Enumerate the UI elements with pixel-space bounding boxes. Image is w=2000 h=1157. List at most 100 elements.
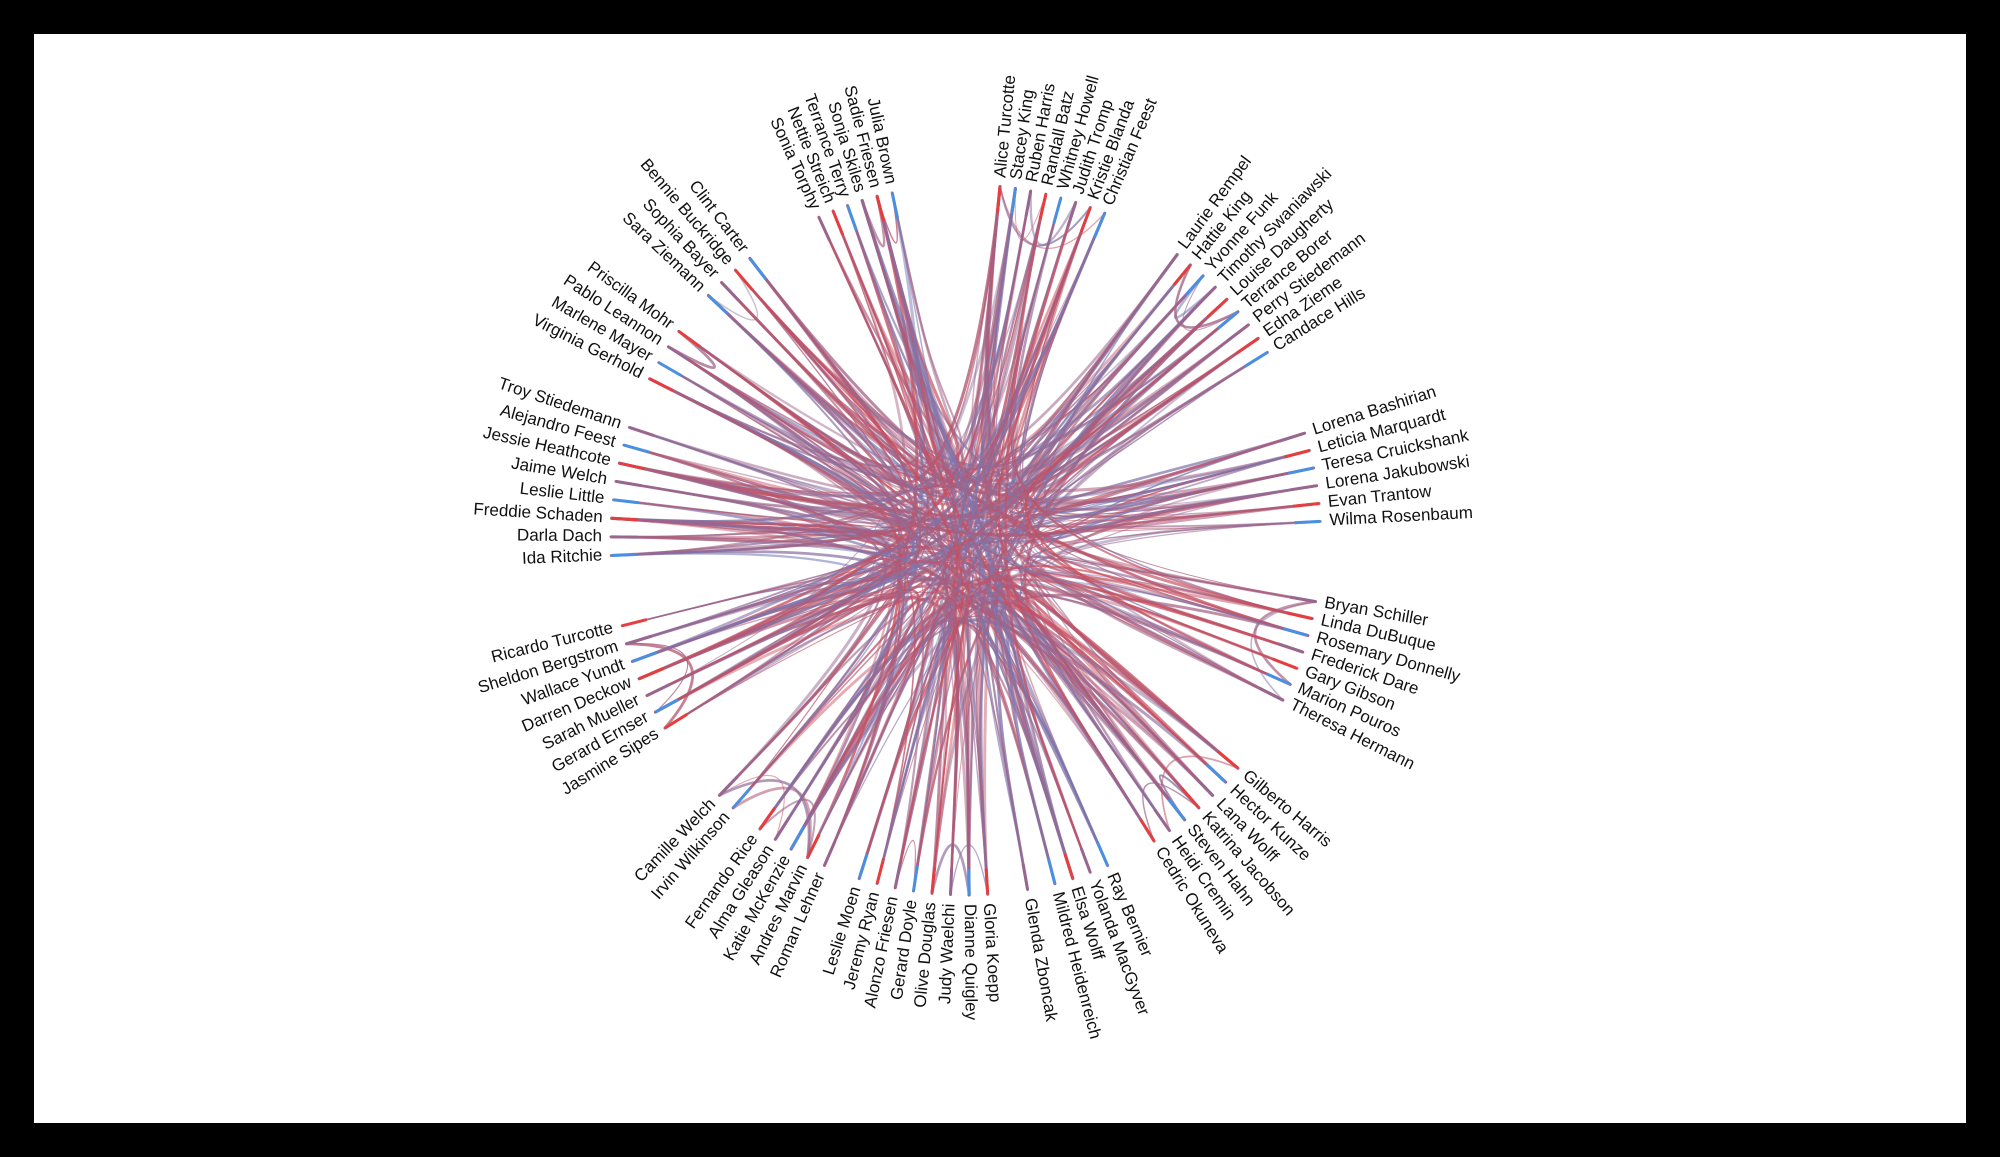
edge-randall-batz-to-wilma-rosenbaum bbox=[1010, 193, 1322, 533]
node-tick-gary-gibson bbox=[1272, 657, 1298, 670]
node-tick-heidi-cremin bbox=[1153, 808, 1171, 832]
node-tick-fernando-rice bbox=[758, 806, 777, 830]
edge-katie-mckenzie-to-priscilla-mohr bbox=[677, 330, 901, 851]
edge-whitney-howell-to-candace-hills bbox=[1011, 196, 1269, 491]
node-tick-jeremy-ryan bbox=[875, 858, 886, 885]
edge-jeremy-ryan-to-darren-deckow bbox=[638, 558, 916, 885]
node-tick-lana-wolff bbox=[1193, 775, 1214, 797]
edge-cedric-okuneva-to-kristie-blanda bbox=[997, 206, 1156, 843]
edge-sheldon-bergstrom-to-jasmine-sipes bbox=[625, 642, 694, 730]
edge-rosemary-donnelly-to-olive-douglas bbox=[930, 564, 1309, 895]
node-tick-wilma-rosenbaum bbox=[1294, 519, 1321, 525]
node-tick-alejandro-feest bbox=[623, 443, 650, 454]
node-tick-sara-ziemann bbox=[707, 294, 729, 315]
node-tick-alice-turcotte bbox=[996, 186, 1002, 213]
edge-priscilla-mohr-to-pablo-leannon bbox=[666, 329, 716, 370]
edge-wallace-yundt-to-lana-wolff bbox=[631, 591, 1214, 797]
node-tick-whitney-howell bbox=[1052, 197, 1063, 224]
node-tick-yolanda-macgyver bbox=[1079, 847, 1092, 874]
node-tick-yvonne-funk bbox=[1184, 274, 1205, 297]
edge-gilberto-harris-to-heidi-cremin bbox=[1160, 755, 1239, 832]
node-tick-andres-marvin bbox=[806, 833, 821, 859]
edge-bennie-buckridge-to-alonzo-friesen bbox=[734, 268, 964, 890]
node-tick-freddie-schaden bbox=[611, 516, 638, 522]
node-tick-roman-lehner bbox=[823, 841, 837, 867]
node-tick-gerard-doyle bbox=[912, 865, 919, 892]
node-tick-candace-hills bbox=[1244, 351, 1269, 368]
edge-terrance-terry-to-hector-kunze bbox=[846, 204, 1227, 784]
node-tick-ruben-harris bbox=[1024, 190, 1033, 217]
node-tick-terrance-terry bbox=[846, 204, 858, 231]
node-tick-pablo-leannon bbox=[667, 345, 691, 363]
node-tick-perry-stiedemann bbox=[1226, 323, 1250, 342]
node-tick-ray-bernier bbox=[1095, 841, 1109, 867]
node-tick-virginia-gerhold bbox=[649, 377, 674, 392]
node-tick-darren-deckow bbox=[638, 667, 664, 681]
edge-andres-marvin-to-fernando-rice bbox=[758, 798, 816, 859]
node-tick-frederick-dare bbox=[1277, 642, 1304, 654]
node-tick-mildred-heidenreich bbox=[1046, 858, 1057, 885]
node-tick-jessie-heathcote bbox=[619, 461, 646, 471]
edge-timothy-swaniawski-to-yvonne-funk bbox=[1173, 274, 1217, 319]
node-tick-gloria-koepp bbox=[984, 868, 990, 895]
node-tick-alma-gleason bbox=[774, 816, 791, 841]
node-tick-louise-daugherty bbox=[1206, 298, 1228, 319]
node-tick-sophia-bayer bbox=[720, 281, 741, 303]
node-tick-marion-pouros bbox=[1265, 672, 1291, 686]
node-label-ida-ritchie[interactable]: Ida Ritchie bbox=[522, 545, 603, 567]
edge-frederick-dare-to-leslie-moen bbox=[858, 578, 1305, 880]
edge-andres-marvin-to-christian-feest bbox=[806, 212, 1106, 859]
diagram-panel: Alice Turcotte Stacey King Ruben Harris Ran… bbox=[34, 34, 1966, 1123]
node-tick-laurie-rempel bbox=[1160, 253, 1179, 277]
node-tick-hector-kunze bbox=[1205, 763, 1227, 784]
node-label-judy-waelchi[interactable]: Judy Waelchi bbox=[935, 903, 958, 1004]
node-tick-camille-welch bbox=[718, 775, 739, 797]
node-tick-katrina-jacobson bbox=[1180, 787, 1201, 809]
node-label-dianne-quigley[interactable]: Dianne Quigley bbox=[961, 904, 981, 1021]
node-tick-hattie-king bbox=[1172, 263, 1192, 286]
edge-evan-trantow-to-virginia-gerhold bbox=[648, 377, 1321, 537]
edge-sonja-skiles-to-mildred-heidenreich bbox=[860, 198, 1057, 886]
node-tick-sadie-friesen bbox=[875, 195, 886, 222]
node-tick-glenda-zboncak bbox=[1021, 863, 1030, 890]
node-tick-steven-hahn bbox=[1167, 798, 1186, 821]
edge-julia-brown-to-elsa-wolff bbox=[891, 192, 1074, 880]
node-tick-gerard-ernser bbox=[654, 698, 680, 714]
node-tick-sarah-mueller bbox=[646, 682, 671, 697]
node-label-darla-dach[interactable]: Darla Dach bbox=[517, 526, 602, 546]
edge-randall-batz-to-yolanda-macgyver bbox=[1004, 192, 1092, 874]
node-tick-olive-douglas bbox=[930, 867, 936, 894]
node-tick-terrance-borer bbox=[1217, 310, 1239, 330]
edge-jeremy-ryan-to-steven-hahn bbox=[876, 601, 1186, 885]
edge-katrina-jacobson-to-cedric-okuneva bbox=[1142, 782, 1200, 842]
node-tick-kristie-blanda bbox=[1079, 206, 1092, 233]
edge-steven-hahn-to-katrina-jacobson bbox=[1158, 774, 1200, 821]
edge-perry-stiedemann-to-sonja-skiles bbox=[861, 199, 1250, 484]
node-tick-judy-waelchi bbox=[949, 868, 954, 895]
edge-andres-marvin-to-camille-welch bbox=[718, 779, 811, 860]
edge-sarah-mueller-to-marlene-mayer bbox=[646, 361, 885, 697]
node-tick-sonja-skiles bbox=[860, 200, 872, 226]
edge-sara-ziemann-to-rosemary-donnelly bbox=[707, 294, 1310, 637]
node-tick-katie-mckenzie bbox=[789, 825, 806, 850]
node-tick-edna-zieme bbox=[1235, 337, 1260, 355]
node-tick-cedric-okuneva bbox=[1139, 818, 1156, 842]
node-tick-elsa-wolff bbox=[1063, 853, 1075, 880]
node-label-gloria-koepp[interactable]: Gloria Koepp bbox=[980, 903, 1005, 1003]
node-tick-christian-feest bbox=[1093, 212, 1107, 238]
edge-irvin-wilkinson-to-lana-wolff bbox=[731, 593, 1215, 810]
edge-katrina-jacobson-to-sarah-mueller bbox=[645, 560, 1201, 810]
node-tick-leticia-marquardt bbox=[1284, 449, 1310, 459]
node-tick-stacey-king bbox=[1010, 188, 1017, 215]
node-tick-lorena-jakubowski bbox=[1290, 484, 1318, 492]
edge-alice-turcotte-to-sara-ziemann bbox=[706, 185, 1002, 485]
node-tick-leslie-moen bbox=[857, 853, 869, 880]
edge-pablo-leannon-to-lorena-jakubowski bbox=[667, 345, 1318, 542]
edge-timothy-swaniawski-to-glenda-zboncak bbox=[976, 286, 1217, 891]
edge-judith-tromp-to-ruben-harris bbox=[1029, 189, 1077, 247]
node-tick-gilberto-harris bbox=[1217, 750, 1239, 770]
node-tick-sheldon-bergstrom bbox=[626, 634, 652, 646]
node-tick-troy-stiedemann bbox=[628, 425, 655, 438]
